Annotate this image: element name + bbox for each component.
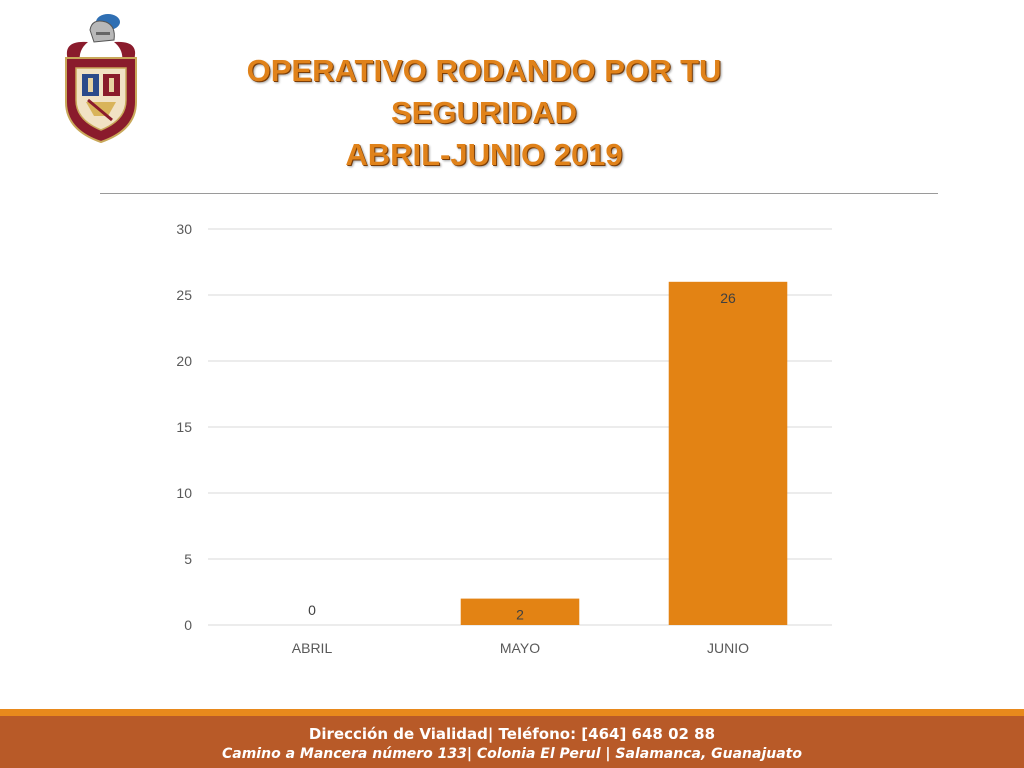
footer-address-line: Camino a Mancera número 133| Colonia El …: [222, 746, 802, 762]
data-label: 2: [516, 607, 524, 623]
y-tick-label: 20: [176, 353, 192, 369]
x-tick-label: ABRIL: [292, 640, 333, 656]
title-line-1: OPERATIVO RODANDO POR TU: [246, 53, 722, 88]
bar-mayo: [460, 598, 580, 625]
title-line-3: ABRIL-JUNIO 2019: [345, 137, 623, 172]
bar-junio: [668, 281, 788, 625]
y-tick-label: 0: [184, 617, 192, 633]
y-tick-label: 30: [176, 221, 192, 237]
x-tick-label: MAYO: [500, 640, 540, 656]
footer-contact-line: Dirección de Vialidad| Teléfono: [464] 6…: [308, 725, 716, 743]
x-tick-label: JUNIO: [707, 640, 749, 656]
y-tick-label: 15: [176, 419, 192, 435]
footer: Dirección de Vialidad| Teléfono: [464] 6…: [0, 716, 1024, 768]
bar-chart: 0 5 10 15 20 25 30 0 ABRIL 2 MAYO 26 JUNIO: [176, 221, 832, 656]
data-label: 26: [720, 290, 736, 306]
y-tick-label: 10: [176, 485, 192, 501]
title-divider: [100, 193, 938, 194]
footer-accent-line: [0, 709, 1024, 716]
slide-title: OPERATIVO RODANDO POR TU SEGURIDAD ABRIL…: [170, 50, 798, 176]
coat-of-arms-icon: [65, 14, 137, 144]
data-label: 0: [308, 602, 316, 618]
title-line-2: SEGURIDAD: [390, 95, 577, 130]
y-tick-label: 5: [184, 551, 192, 567]
y-tick-label: 25: [176, 287, 192, 303]
